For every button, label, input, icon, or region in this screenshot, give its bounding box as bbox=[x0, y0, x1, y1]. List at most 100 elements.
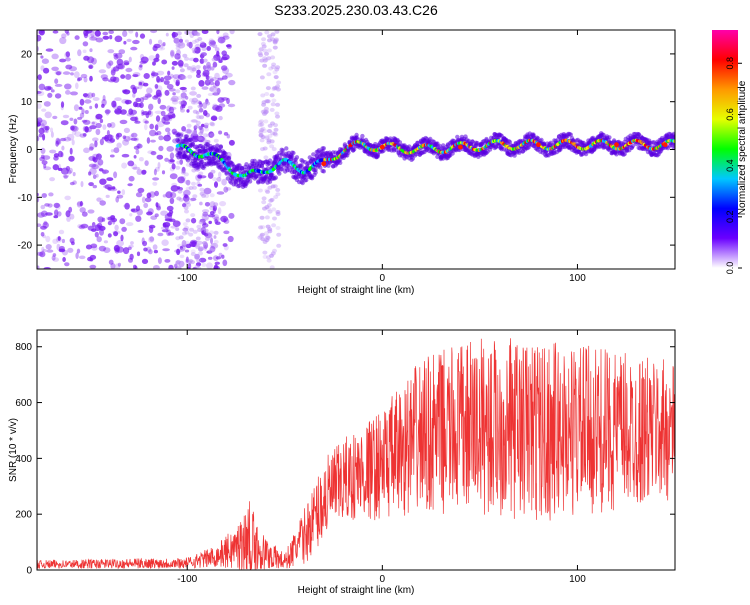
noise-blob bbox=[150, 30, 157, 34]
noise-blob bbox=[259, 119, 264, 124]
ridge-halo bbox=[217, 148, 222, 154]
noise-blob bbox=[132, 39, 140, 45]
noise-blob bbox=[84, 126, 89, 133]
noise-blob bbox=[110, 149, 115, 153]
noise-blob bbox=[184, 180, 190, 185]
ridge-halo bbox=[352, 147, 357, 152]
ridge-halo bbox=[280, 148, 285, 153]
ridge-halo bbox=[247, 179, 253, 184]
noise-blob bbox=[266, 72, 272, 77]
noise-blob bbox=[202, 241, 208, 245]
noise-blob bbox=[90, 243, 98, 249]
noise-blob bbox=[204, 127, 209, 132]
noise-blob bbox=[122, 135, 127, 139]
noise-blob bbox=[221, 178, 227, 186]
noise-blob bbox=[40, 232, 45, 237]
noise-blob bbox=[188, 98, 194, 102]
noise-blob bbox=[141, 196, 146, 204]
noise-blob bbox=[264, 215, 270, 220]
noise-blob bbox=[199, 187, 205, 192]
noise-blob bbox=[45, 48, 54, 52]
noise-blob bbox=[81, 119, 88, 123]
noise-blob bbox=[55, 71, 62, 76]
noise-blob bbox=[166, 83, 174, 90]
noise-blob bbox=[60, 120, 69, 126]
noise-blob bbox=[139, 64, 143, 68]
noise-blob bbox=[176, 248, 181, 255]
ridge-halo bbox=[410, 156, 415, 161]
noise-blob bbox=[175, 262, 180, 267]
noise-blob bbox=[203, 233, 209, 237]
ridge-halo bbox=[184, 134, 189, 139]
noise-blob bbox=[79, 133, 87, 138]
noise-blob bbox=[56, 139, 62, 145]
noise-blob bbox=[45, 126, 49, 134]
noise-blob bbox=[152, 61, 156, 66]
noise-blob bbox=[192, 229, 198, 234]
noise-blob bbox=[82, 133, 87, 137]
noise-blob bbox=[115, 52, 123, 59]
noise-blob bbox=[47, 92, 53, 98]
noise-blob bbox=[185, 256, 189, 263]
noise-blob bbox=[169, 152, 175, 160]
noise-blob bbox=[110, 122, 116, 129]
noise-blob bbox=[135, 149, 140, 155]
noise-blob bbox=[89, 146, 94, 151]
noise-blob bbox=[94, 140, 98, 148]
noise-blob bbox=[209, 133, 215, 137]
noise-blob bbox=[276, 80, 282, 85]
noise-blob bbox=[37, 74, 42, 81]
noise-blob bbox=[199, 201, 203, 206]
noise-blob bbox=[54, 83, 63, 87]
noise-blob bbox=[196, 266, 202, 269]
noise-blob bbox=[268, 198, 274, 203]
noise-blob bbox=[199, 220, 205, 225]
noise-blob bbox=[57, 167, 63, 171]
noise-blob bbox=[185, 186, 191, 191]
noise-blob bbox=[142, 96, 149, 101]
snr-series-line bbox=[37, 338, 675, 570]
noise-blob bbox=[213, 216, 220, 222]
noise-blob bbox=[209, 205, 216, 211]
noise-blob bbox=[169, 173, 178, 180]
noise-blob bbox=[188, 262, 192, 269]
snr-line-layer bbox=[37, 338, 675, 570]
noise-blob bbox=[208, 248, 214, 253]
noise-blob bbox=[266, 56, 272, 61]
ridge-halo bbox=[176, 155, 181, 160]
ridge-halo bbox=[321, 146, 326, 151]
noise-blob bbox=[259, 75, 265, 80]
noise-blob bbox=[58, 150, 63, 158]
noise-blob bbox=[48, 192, 54, 197]
noise-blob bbox=[199, 41, 205, 45]
noise-blob bbox=[113, 66, 120, 72]
noise-blob bbox=[57, 236, 61, 241]
noise-blob bbox=[102, 31, 109, 36]
noise-blob bbox=[158, 135, 164, 141]
noise-blob bbox=[270, 251, 276, 256]
noise-blob bbox=[210, 243, 216, 248]
noise-blob bbox=[89, 75, 93, 82]
noise-blob bbox=[225, 187, 232, 191]
noise-blob bbox=[273, 195, 279, 199]
noise-blob bbox=[207, 234, 213, 239]
noise-blob bbox=[109, 154, 115, 158]
noise-blob bbox=[116, 142, 122, 149]
noise-blob bbox=[197, 228, 202, 232]
noise-blob bbox=[198, 126, 204, 131]
noise-blob bbox=[37, 34, 42, 42]
noise-blob bbox=[267, 133, 273, 138]
noise-blob bbox=[95, 37, 104, 43]
noise-blob bbox=[193, 100, 198, 105]
noise-blob bbox=[92, 137, 99, 142]
noise-blob bbox=[190, 213, 196, 218]
ridge-halo bbox=[177, 151, 182, 156]
noise-blob bbox=[166, 146, 174, 152]
noise-blob bbox=[208, 220, 212, 225]
noise-blob bbox=[195, 32, 201, 37]
noise-blob bbox=[228, 212, 235, 219]
noise-blob bbox=[136, 208, 143, 216]
noise-blob bbox=[186, 42, 192, 47]
noise-blob bbox=[106, 130, 110, 137]
noise-blob bbox=[186, 123, 192, 128]
